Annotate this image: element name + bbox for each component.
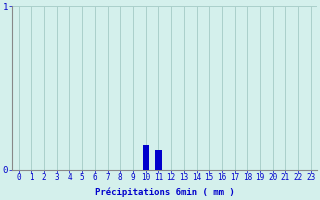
Bar: [142, 145, 149, 170]
X-axis label: Précipitations 6min ( mm ): Précipitations 6min ( mm ): [95, 188, 235, 197]
Bar: [155, 150, 162, 170]
